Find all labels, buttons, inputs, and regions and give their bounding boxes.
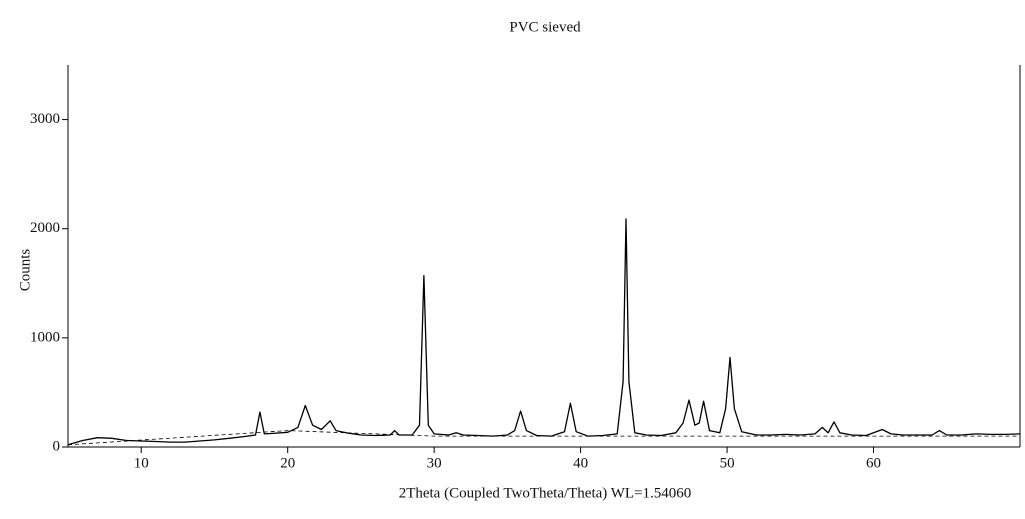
y-tick-label: 0	[53, 438, 61, 454]
x-tick-label: 20	[280, 455, 295, 471]
y-axis-label: Counts	[17, 249, 33, 292]
data-line	[67, 218, 1021, 446]
x-axis-label: 2Theta (Coupled TwoTheta/Theta) WL=1.540…	[399, 485, 692, 501]
background-line	[67, 430, 1020, 446]
y-tick-label: 2000	[30, 220, 60, 236]
x-tick-label: 50	[720, 455, 735, 471]
chart-title: PVC sieved	[509, 19, 581, 35]
x-tick-label: 30	[427, 455, 442, 471]
x-tick-label: 60	[866, 455, 881, 471]
x-tick-label: 10	[134, 455, 149, 471]
x-tick-label: 40	[573, 455, 588, 471]
y-tick-label: 1000	[30, 329, 60, 345]
y-tick-label: 3000	[30, 111, 60, 127]
